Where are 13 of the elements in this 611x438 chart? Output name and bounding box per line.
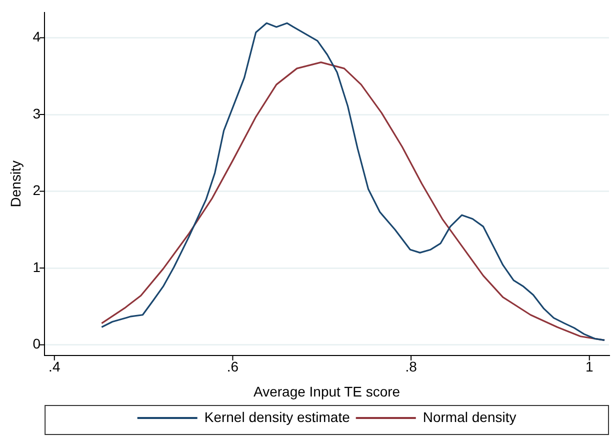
legend-label: Kernel density estimate	[204, 408, 350, 425]
x-tick-label: .4	[48, 358, 60, 375]
y-axis-title: Density	[7, 160, 24, 208]
x-axis-title: Average Input TE score	[254, 383, 400, 400]
y-tick-label: 0	[32, 336, 41, 352]
x-tick-label: .6	[226, 358, 239, 375]
y-tick-label: 3	[32, 105, 41, 122]
x-tick-label: 1	[585, 358, 594, 375]
y-tick-label: 1	[32, 258, 41, 275]
y-tick-label: 2	[32, 182, 41, 198]
x-tick-label: .8	[405, 358, 418, 375]
y-tick-label: 4	[32, 28, 41, 45]
legend-label: Normal density	[422, 408, 516, 425]
